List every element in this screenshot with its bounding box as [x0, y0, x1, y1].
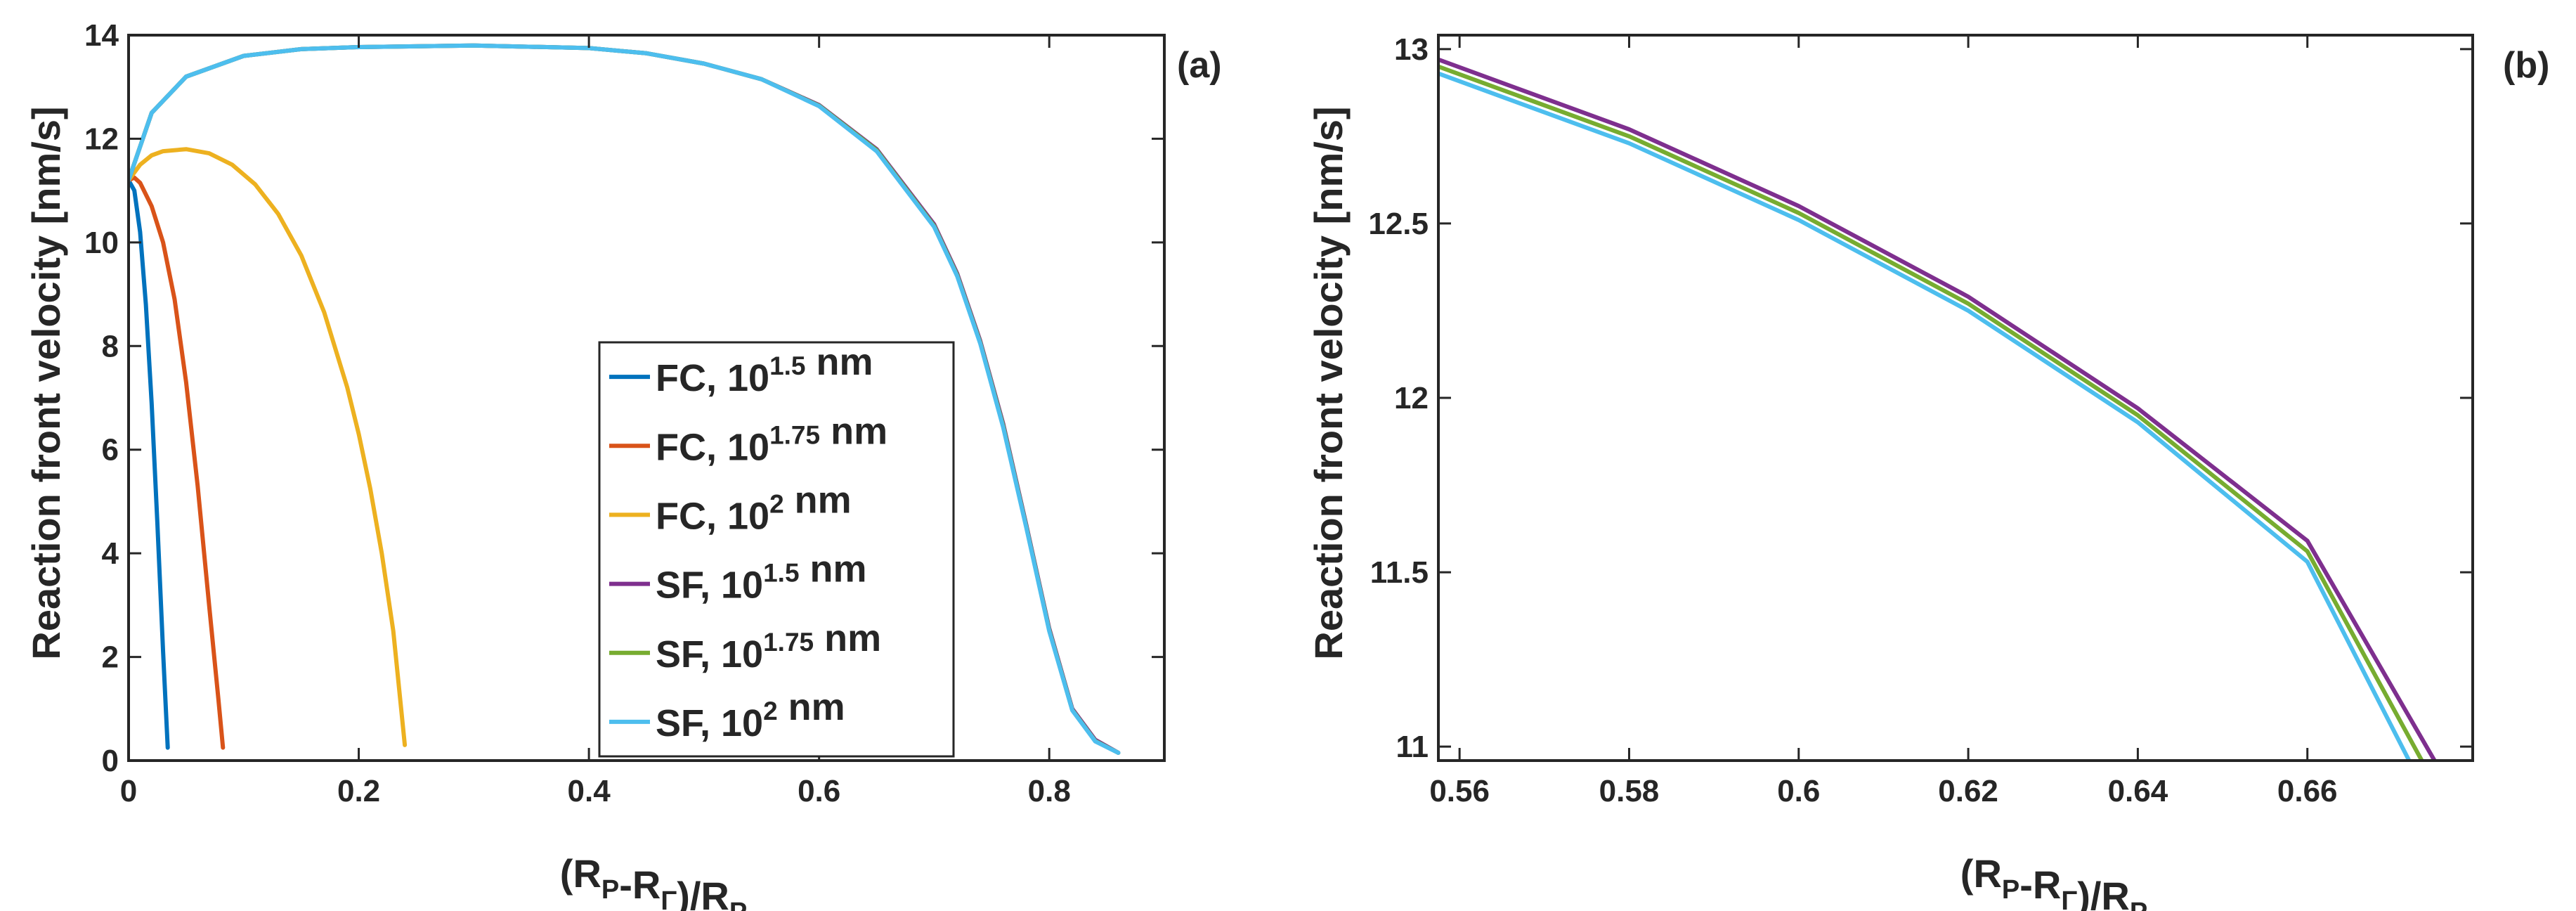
panel-b-x-tick-label: 0.56 [1429, 774, 1490, 808]
panel-a-x-tick-label: 0.2 [337, 774, 380, 808]
legend-label-3: FC, 102 nm [656, 479, 852, 537]
panel-a-x-tick-label: 0.6 [798, 774, 840, 808]
panel-a-axes-box [127, 34, 1166, 762]
legend-label-2: FC, 101.75 nm [656, 410, 887, 468]
panel-a-plot-area [129, 43, 1121, 755]
panel-a-y-tick-label: 4 [102, 536, 119, 571]
legend-label-4: SF, 101.5 nm [656, 548, 867, 607]
panel-b-plot-area [1438, 57, 2437, 761]
panel-b-axes-box [1437, 34, 2474, 762]
panel-a-tag: (a) [1177, 45, 1222, 86]
panel-a-x-tick-label: 0.8 [1028, 774, 1071, 808]
panel-a-y-tick-label: 0 [102, 744, 119, 778]
panel-b-x-tick-label: 0.6 [1777, 774, 1820, 808]
panel-b-y-tick-label: 11 [1396, 730, 1429, 764]
panel-b-x-tick-label: 0.64 [2108, 774, 2168, 808]
legend-label-1: FC, 101.5 nm [656, 341, 873, 399]
panel-a-series-3-line [129, 147, 408, 747]
panel-a-series-2-line [129, 175, 226, 750]
panel-b-x-axis-label: (RP-RΓ)/RP [1960, 851, 2147, 911]
panel-a-axes [127, 34, 1166, 762]
panel-b-chart: 0.56 0.58 0.6 0.62 0.64 0.66 11 11.5 12 12.5 13 (R… [1306, 32, 2549, 911]
panel-b-x-tick-label: 0.66 [2277, 774, 2338, 808]
legend-label-5: SF, 101.75 nm [656, 617, 881, 676]
panel-a-y-tick-label: 2 [102, 640, 119, 675]
panel-a-chart: 0 0.2 0.4 0.6 0.8 0 2 4 6 8 10 12 14 (RP-RΓ)/RP Reac… [24, 18, 1222, 911]
legend-label-6: SF, 102 nm [656, 686, 845, 744]
panel-b-series-1-line [1438, 57, 2437, 761]
panel-b-y-tick-label: 12 [1394, 381, 1429, 415]
panel-a-y-tick-label: 12 [84, 122, 119, 156]
panel-b-x-tick-label: 0.58 [1599, 774, 1660, 808]
panel-a-y-tick-label: 6 [102, 433, 119, 467]
panel-b-tag: (b) [2503, 45, 2549, 86]
panel-b-y-tick-label: 11.5 [1370, 555, 1429, 590]
panel-a-y-tick-label: 10 [84, 226, 119, 260]
legend-box [598, 341, 955, 758]
panel-a-x-tick-label: 0.4 [568, 774, 611, 808]
panel-b-x-tick-label: 0.62 [1938, 774, 1998, 808]
panel-a-legend: FC, 101.5 nm FC, 101.75 nm FC, 102 nm SF, 1… [598, 341, 955, 758]
panel-a-series-1-line [129, 178, 170, 750]
panel-a-x-axis-label: (RP-RΓ)/RP [560, 851, 747, 911]
panel-a-series-6-line [129, 43, 1121, 755]
panel-b-axes [1437, 34, 2474, 762]
panel-b-y-axis-label: Reaction front velocity [nm/s] [1306, 106, 1351, 659]
panel-a-y-axis-label: Reaction front velocity [nm/s] [24, 106, 68, 659]
panel-a-y-tick-label: 8 [102, 329, 119, 363]
panel-a-x-tick-label: 0 [120, 774, 137, 808]
panel-a-y-tick-label: 14 [84, 18, 119, 53]
panel-b-series-3-line [1438, 71, 2412, 761]
panel-b-ticks: 0.56 0.58 0.6 0.62 0.64 0.66 11 11.5 12 12.5 13 [1368, 32, 2473, 808]
panel-b-y-tick-label: 13 [1394, 32, 1429, 67]
panel-b-series-2-line [1438, 64, 2424, 761]
panel-b-y-tick-label: 12.5 [1368, 207, 1429, 241]
